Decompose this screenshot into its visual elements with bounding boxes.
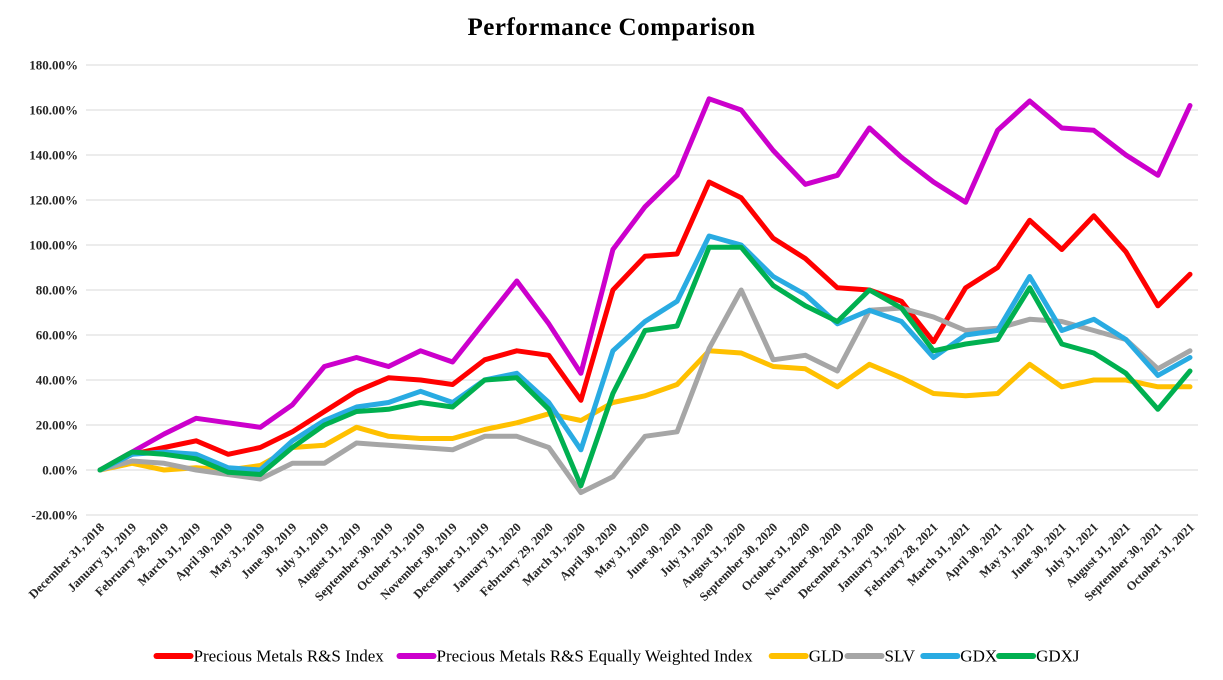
- legend-item-gdxj: GDXJ: [996, 647, 1080, 666]
- legend-label: Precious Metals R&S Equally Weighted Ind…: [437, 647, 754, 666]
- y-axis-tick-label: 100.00%: [29, 238, 78, 253]
- series-line-precious-metals-r-s-index: [97, 179, 1193, 473]
- legend-label: GDXJ: [1036, 647, 1080, 666]
- legend-item-precious-metals-r-s-index: Precious Metals R&S Index: [153, 647, 385, 666]
- chart-title: Performance Comparison: [467, 14, 756, 41]
- legend-label: Precious Metals R&S Index: [194, 647, 385, 666]
- legend-item-precious-metals-r-s-equally-weighted-index: Precious Metals R&S Equally Weighted Ind…: [396, 647, 754, 666]
- legend-item-slv: SLV: [844, 647, 916, 666]
- y-axis-tick-label: 140.00%: [29, 148, 78, 163]
- y-axis-tick-label: 20.00%: [36, 418, 78, 433]
- legend-label: GDX: [960, 647, 997, 666]
- series-line-gld: [97, 348, 1193, 473]
- y-axis-tick-label: 40.00%: [36, 373, 78, 388]
- series-line-gdxj: [97, 244, 1193, 489]
- legend-label: GLD: [809, 647, 844, 666]
- y-axis-tick-label: 60.00%: [36, 328, 78, 343]
- y-axis-tick-label: 180.00%: [29, 58, 78, 73]
- series-line-gdx: [97, 233, 1193, 473]
- y-axis-tick-label: 160.00%: [29, 103, 78, 118]
- legend-item-gdx: GDX: [920, 647, 997, 666]
- series-line-precious-metals-r-s-equally-weighted-index: [97, 96, 1193, 473]
- legend-item-gld: GLD: [768, 647, 844, 666]
- y-axis-tick-label: -20.00%: [31, 508, 78, 523]
- y-axis-tick-label: 0.00%: [42, 463, 78, 478]
- legend-label: SLV: [885, 647, 916, 666]
- y-axis-tick-label: 120.00%: [29, 193, 78, 208]
- y-axis-tick-label: 80.00%: [36, 283, 78, 298]
